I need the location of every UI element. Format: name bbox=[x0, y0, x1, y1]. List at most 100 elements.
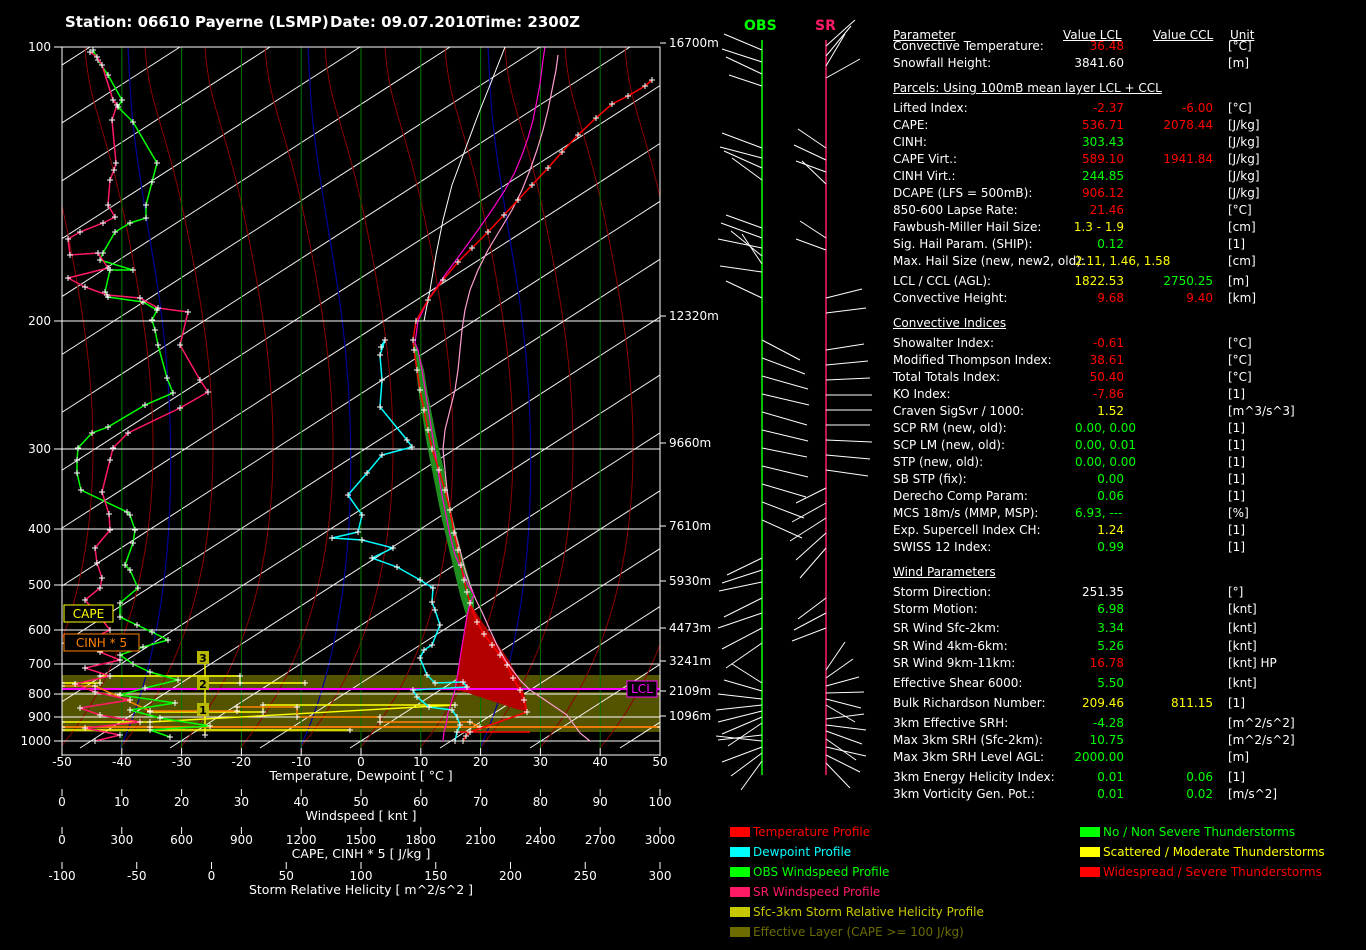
axis-tick-label: 30 bbox=[234, 795, 249, 809]
obs-wind-barb-column bbox=[716, 34, 809, 790]
height-axis-label: 1096m bbox=[669, 709, 711, 723]
axis-tick-label: 70 bbox=[473, 795, 488, 809]
axis-tick-label: 50 bbox=[353, 795, 368, 809]
axis-tick-label: 0 bbox=[357, 755, 365, 769]
axis-tick-label: 250 bbox=[574, 869, 597, 883]
axis-tick-label: 900 bbox=[230, 833, 253, 847]
pressure-axis-label: 200 bbox=[28, 314, 51, 328]
temperature-profile-markers bbox=[410, 77, 655, 744]
legend-swatch bbox=[730, 867, 750, 877]
axis-tick-label: 30 bbox=[533, 755, 548, 769]
legend-swatch bbox=[1080, 867, 1100, 877]
axis-tick-label: 0 bbox=[58, 833, 66, 847]
pressure-axis-label: 800 bbox=[28, 687, 51, 701]
profile-legend: Temperature Profile Dewpoint Profile OBS… bbox=[730, 825, 1070, 945]
x-axis-3: -100-50050100150200250300Storm Relative … bbox=[48, 862, 671, 897]
table-column-header: Parameter bbox=[893, 28, 955, 42]
km-marker-label: 1 bbox=[199, 704, 207, 717]
km-marker-label: 3 bbox=[199, 652, 207, 665]
axis-title: Temperature, Dewpoint [ °C ] bbox=[268, 768, 452, 783]
axis-tick-label: -30 bbox=[172, 755, 192, 769]
axis-tick-label: 1800 bbox=[406, 833, 437, 847]
legend-swatch bbox=[730, 847, 750, 857]
axis-tick-label: 2100 bbox=[465, 833, 496, 847]
pressure-axis-label: 900 bbox=[28, 710, 51, 724]
axis-tick-label: 10 bbox=[413, 755, 428, 769]
axis-title: Windspeed [ knt ] bbox=[306, 808, 417, 823]
axis-tick-label: 200 bbox=[499, 869, 522, 883]
height-axis-label: 2109m bbox=[669, 684, 711, 698]
height-axis-label: 9660m bbox=[669, 436, 711, 450]
axis-tick-label: 0 bbox=[208, 869, 216, 883]
skewt-plot: 321100200300400500600700800900100016700m… bbox=[0, 0, 890, 950]
axis-tick-label: 60 bbox=[413, 795, 428, 809]
axis-tick-label: 10 bbox=[114, 795, 129, 809]
axis-tick-label: -40 bbox=[112, 755, 132, 769]
temperature-profile bbox=[413, 80, 652, 741]
axis-tick-label: 20 bbox=[174, 795, 189, 809]
legend-label: Sfc-3km Storm Relative Helicity Profile bbox=[753, 905, 984, 919]
axis-tick-label: 300 bbox=[110, 833, 133, 847]
pressure-axis-label: 700 bbox=[28, 657, 51, 671]
x-axis-2: 0 300 600 900 1200 1500 1800 2100 2400 2700 3000 CA… bbox=[58, 827, 675, 861]
height-axis-label: 4473m bbox=[669, 621, 711, 635]
table-column-header: Value LCL bbox=[1063, 28, 1122, 42]
table-column-header: Unit bbox=[1230, 28, 1254, 42]
legend-swatch bbox=[730, 827, 750, 837]
pressure-axis-label: 500 bbox=[28, 578, 51, 592]
axis-tick-label: 40 bbox=[294, 795, 309, 809]
axis-tick-label: 3000 bbox=[645, 833, 676, 847]
axis-tick-label: -20 bbox=[232, 755, 252, 769]
km-marker-label: 2 bbox=[199, 678, 207, 691]
axis-title: CAPE, CINH * 5 [ J/kg ] bbox=[292, 846, 431, 861]
pressure-axis-label: 300 bbox=[28, 442, 51, 456]
legend-swatch bbox=[1080, 827, 1100, 837]
axis-tick-label: 2700 bbox=[585, 833, 616, 847]
legend-swatch bbox=[730, 927, 750, 937]
axis-tick-label: -50 bbox=[127, 869, 147, 883]
table-column-header: Value CCL bbox=[1153, 28, 1213, 42]
axis-tick-label: 0 bbox=[58, 795, 66, 809]
axis-tick-label: 40 bbox=[593, 755, 608, 769]
axis-tick-label: 600 bbox=[170, 833, 193, 847]
axis-tick-label: 1200 bbox=[286, 833, 317, 847]
axis-tick-label: 2400 bbox=[525, 833, 556, 847]
axis-tick-label: 100 bbox=[350, 869, 373, 883]
sr-wind-barb-column bbox=[790, 20, 872, 788]
legend-label: SR Windspeed Profile bbox=[753, 885, 880, 899]
legend-label: Temperature Profile bbox=[753, 825, 870, 839]
axis-tick-label: 90 bbox=[593, 795, 608, 809]
axis-tick-label: 100 bbox=[649, 795, 672, 809]
height-axis-label: 12320m bbox=[669, 309, 719, 323]
severity-legend: No / Non Severe Thunderstorms Scattered … bbox=[1080, 825, 1366, 891]
axis-tick-label: 80 bbox=[533, 795, 548, 809]
legend-label: No / Non Severe Thunderstorms bbox=[1103, 825, 1295, 839]
legend-label: Effective Layer (CAPE >= 100 J/kg) bbox=[753, 925, 964, 939]
axis-title: Storm Relative Helicity [ m^2/s^2 ] bbox=[249, 882, 473, 897]
axis-tick-label: 1500 bbox=[346, 833, 377, 847]
sounding-analysis-window: Station: 06610 Payerne (LSMP) Date: 09.0… bbox=[0, 0, 1366, 950]
height-axis-label: 3241m bbox=[669, 654, 711, 668]
axis-tick-label: -50 bbox=[52, 755, 72, 769]
legend-swatch bbox=[730, 887, 750, 897]
x-axis-0: -50 -40 -30 -20 -10 0 10 20 30 40 50 Temperature, D… bbox=[52, 748, 667, 783]
pressure-axis-label: 400 bbox=[28, 522, 51, 536]
legend-label: Scattered / Moderate Thunderstorms bbox=[1103, 845, 1325, 859]
pressure-axis-label: 600 bbox=[28, 623, 51, 637]
axis-tick-label: 150 bbox=[424, 869, 447, 883]
axis-tick-label: 300 bbox=[649, 869, 672, 883]
legend-label: OBS Windspeed Profile bbox=[753, 865, 889, 879]
axis-tick-label: 20 bbox=[473, 755, 488, 769]
x-axis-1: 0 10 20 30 40 50 60 70 80 90 100 Windspeed [ knt ] bbox=[58, 789, 671, 823]
pressure-axis-label: 100 bbox=[28, 40, 51, 54]
legend-swatch bbox=[730, 907, 750, 917]
legend-label: Dewpoint Profile bbox=[753, 845, 851, 859]
pressure-axis-label: 1000 bbox=[20, 734, 51, 748]
axis-tick-label: -100 bbox=[48, 869, 75, 883]
axis-tick-label: -10 bbox=[291, 755, 311, 769]
cape-label: CAPE bbox=[73, 607, 104, 621]
height-axis-label: 7610m bbox=[669, 519, 711, 533]
legend-swatch bbox=[1080, 847, 1100, 857]
axis-tick-label: 50 bbox=[652, 755, 667, 769]
cinh-label: CINH * 5 bbox=[76, 636, 127, 650]
